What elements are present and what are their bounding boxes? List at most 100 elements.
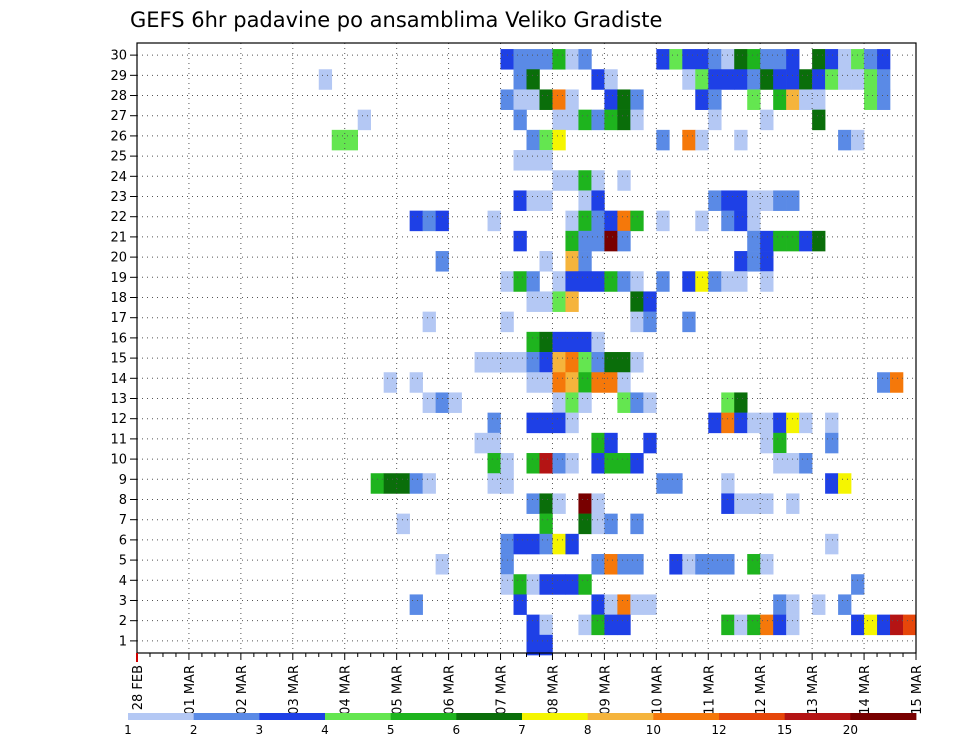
heatmap-cell — [487, 210, 501, 232]
heatmap-cell — [500, 533, 514, 555]
legend-label: 10 — [646, 723, 661, 737]
x-tick-label: 14 MAR — [858, 665, 873, 715]
heatmap-cell — [773, 432, 787, 454]
heatmap-cell — [539, 412, 553, 434]
heatmap-cell — [513, 230, 527, 252]
heatmap-cell — [825, 432, 839, 454]
y-tick-label: 16 — [110, 331, 127, 346]
heatmap-cell — [435, 251, 449, 272]
heatmap-cell — [617, 89, 631, 110]
heatmap-cell — [656, 210, 670, 232]
x-tick-label: 03 MAR — [287, 665, 302, 715]
heatmap-cell — [578, 614, 592, 636]
heatmap-cell — [682, 49, 696, 70]
heatmap-cell — [760, 614, 774, 636]
heatmap-cell — [539, 150, 553, 171]
heatmap-cell — [617, 109, 631, 131]
heatmap-cell — [500, 49, 514, 70]
heatmap-cell — [864, 89, 878, 110]
legend-swatch — [456, 713, 523, 720]
heatmap-cell — [591, 109, 605, 131]
y-tick-label: 2 — [119, 614, 127, 629]
legend-label: 8 — [584, 723, 592, 737]
legend-label: 6 — [453, 723, 461, 737]
heatmap-cell — [825, 533, 839, 555]
heatmap-cell — [890, 372, 904, 393]
heatmap-cell — [838, 69, 852, 90]
heatmap-cell — [565, 291, 579, 312]
heatmap-cell — [877, 372, 891, 393]
x-tick-label: 08 MAR — [546, 665, 561, 715]
heatmap-cell — [617, 372, 631, 393]
heatmap-cell — [825, 49, 839, 70]
heatmap-cell — [721, 210, 735, 232]
heatmap-cell — [682, 129, 696, 151]
heatmap-cell — [617, 453, 631, 474]
heatmap-cell — [578, 574, 592, 595]
heatmap-cell — [630, 352, 644, 373]
heatmap-cell — [734, 210, 748, 232]
heatmap-cell — [604, 89, 618, 110]
legend-swatch — [193, 713, 260, 720]
heatmap-cell — [591, 432, 605, 454]
y-axis-ticks: 1234567891011121314151617181920212223242… — [110, 49, 137, 649]
heatmap-cell — [552, 392, 566, 413]
y-tick-label: 23 — [110, 190, 127, 205]
heatmap-cell — [552, 49, 566, 70]
y-tick-label: 11 — [110, 432, 127, 447]
heatmap-cell — [747, 614, 761, 636]
heatmap-cell — [734, 69, 748, 90]
heatmap-cell — [565, 372, 579, 393]
heatmap-cell — [617, 170, 631, 191]
heatmap-cell — [656, 49, 670, 70]
legend-swatch — [390, 713, 457, 720]
heatmap-cell — [773, 614, 787, 636]
heatmap-cell — [617, 594, 631, 615]
heatmap-cell — [604, 109, 618, 131]
heatmap-cell — [552, 453, 566, 474]
heatmap-cell — [578, 49, 592, 70]
y-tick-label: 28 — [110, 89, 127, 104]
y-tick-label: 3 — [119, 594, 127, 609]
heatmap-cell — [695, 69, 709, 90]
heatmap-cell — [708, 271, 722, 292]
heatmap-cell — [578, 190, 592, 211]
legend-label: 7 — [518, 723, 526, 737]
heatmap-cell — [877, 614, 891, 636]
heatmap-cell — [773, 230, 787, 252]
heatmap-cell — [851, 49, 865, 70]
heatmap-cell — [786, 594, 800, 615]
heatmap-cell — [578, 109, 592, 131]
heatmap-cell — [578, 392, 592, 413]
heatmap-cell — [565, 574, 579, 595]
heatmap-cell — [474, 432, 488, 454]
heatmap-cell — [539, 453, 553, 474]
heatmap-cell — [422, 210, 436, 232]
heatmap-cell — [578, 170, 592, 191]
heatmap-cell — [630, 513, 644, 535]
y-tick-label: 20 — [110, 251, 127, 266]
legend-swatch — [259, 713, 326, 720]
heatmap-cell — [695, 89, 709, 110]
heatmap-cell — [422, 473, 436, 494]
heatmap-cell — [799, 453, 813, 474]
heatmap-cell — [383, 473, 397, 494]
heatmap-cell — [344, 129, 359, 151]
legend-swatch — [784, 713, 851, 720]
heatmap-cell — [591, 210, 605, 232]
heatmap-cell — [539, 190, 553, 211]
heatmap-cell — [747, 251, 761, 272]
heatmap-cell — [578, 230, 592, 252]
heatmap-cell — [526, 190, 540, 211]
heatmap-cell — [630, 554, 644, 575]
heatmap-cell — [565, 170, 579, 191]
heatmap-cell — [630, 210, 644, 232]
heatmap-cell — [591, 331, 605, 353]
heatmap-cell — [617, 271, 631, 292]
heatmap-cell — [708, 190, 722, 211]
heatmap-cell — [760, 109, 774, 131]
heatmap-cell — [526, 150, 540, 171]
heatmap-cell — [591, 453, 605, 474]
heatmap-cell — [526, 352, 540, 373]
heatmap-cell — [591, 352, 605, 373]
